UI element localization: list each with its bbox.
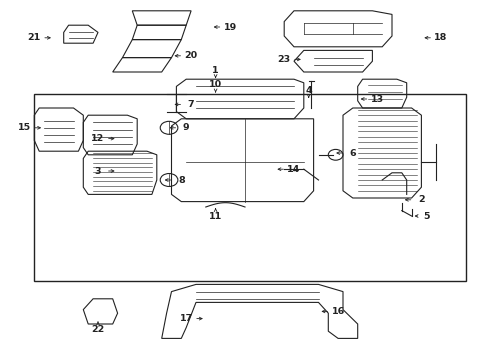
Text: 17: 17 bbox=[179, 314, 193, 323]
Text: 1: 1 bbox=[212, 66, 219, 75]
Text: 19: 19 bbox=[223, 23, 237, 32]
Text: 14: 14 bbox=[287, 165, 301, 174]
Text: 16: 16 bbox=[331, 307, 345, 316]
Text: 7: 7 bbox=[188, 100, 195, 109]
Text: 20: 20 bbox=[185, 51, 197, 60]
Text: 2: 2 bbox=[418, 195, 425, 204]
Text: 3: 3 bbox=[95, 166, 101, 176]
Text: 22: 22 bbox=[91, 325, 105, 334]
Text: 23: 23 bbox=[278, 55, 291, 64]
Text: 21: 21 bbox=[27, 33, 41, 42]
Text: 18: 18 bbox=[434, 33, 448, 42]
Text: 6: 6 bbox=[349, 149, 356, 158]
Text: 15: 15 bbox=[18, 123, 31, 132]
Text: 13: 13 bbox=[371, 95, 384, 104]
Text: 9: 9 bbox=[183, 123, 190, 132]
Bar bbox=[34, 94, 465, 281]
Text: 5: 5 bbox=[423, 212, 430, 220]
Text: 4: 4 bbox=[305, 86, 312, 95]
Text: 11: 11 bbox=[209, 212, 222, 220]
Text: 10: 10 bbox=[209, 80, 222, 89]
Text: 8: 8 bbox=[178, 176, 185, 185]
Text: 12: 12 bbox=[91, 134, 105, 143]
